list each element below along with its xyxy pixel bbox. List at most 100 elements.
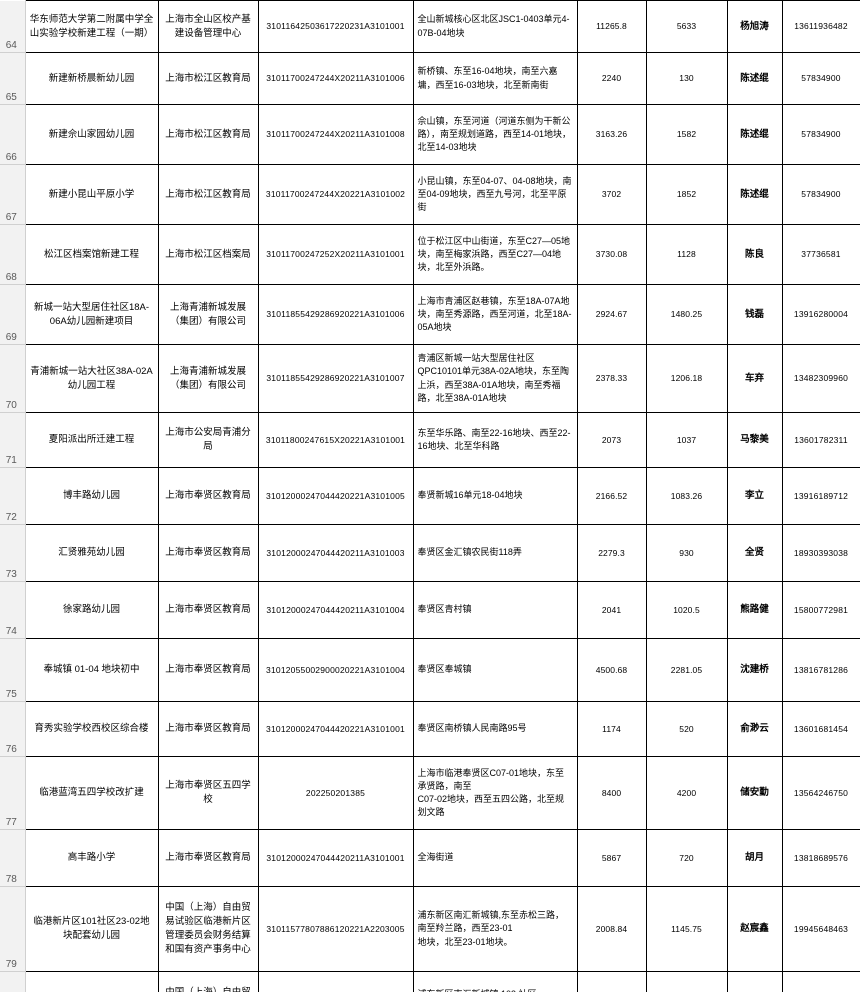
cell-sub-area[interactable]: 2281.05 [645,638,728,702]
cell-contact-name[interactable]: 车弃 [726,344,783,413]
cell-building-unit[interactable]: 上海市公安局青浦分局 [157,412,259,468]
cell-project-code[interactable]: 31012000247044420221A3101005 [257,467,414,525]
cell-contact-phone[interactable]: 13482309960 [781,344,860,413]
cell-total-area[interactable]: 11265.8 [576,0,647,53]
cell-building-unit[interactable]: 上海市全山区校产基建设备管理中心 [157,0,259,53]
cell-building-unit[interactable]: 上海市奉贤区教育局 [157,467,259,525]
cell-location[interactable]: 新桥镇、东至16-04地块，南至六嘉墉，西至16-03地块，北至新南街 [412,52,578,105]
row-number[interactable]: 79 [0,886,26,972]
cell-sub-area[interactable]: 720 [645,829,728,887]
cell-project-name[interactable]: 博丰路幼儿园 [24,467,159,525]
cell-project-code[interactable]: 31012055002900020221A3101004 [257,638,414,702]
cell-project-code[interactable]: 31011855429286920221A3101007 [257,344,414,413]
cell-total-area[interactable]: 2924.67 [576,284,647,345]
row-number[interactable]: 77 [0,756,26,830]
cell-project-code[interactable]: 31011577807886120221A2203002 [257,971,414,992]
cell-project-name[interactable]: 新建新桥晨新幼儿园 [24,52,159,105]
cell-building-unit[interactable]: 上海市松江区教育局 [157,164,259,225]
cell-building-unit[interactable]: 上海市松江区档案局 [157,224,259,285]
row-number[interactable]: 71 [0,412,26,468]
cell-sub-area[interactable]: 520 [645,701,728,757]
cell-sub-area[interactable]: 930 [645,524,728,582]
table-row[interactable]: 71 夏阳派出所迁建工程 上海市公安局青浦分局 31011800247615X2022… [0,412,860,468]
cell-contact-phone[interactable]: 13916189712 [781,467,860,525]
cell-contact-phone[interactable]: 13818689576 [781,829,860,887]
cell-building-unit[interactable]: 上海青浦新城发展（集团）有限公司 [157,284,259,345]
cell-total-area[interactable]: 4500.68 [576,638,647,702]
cell-sub-area[interactable]: 1128 [645,224,728,285]
cell-contact-phone[interactable]: 13601681454 [781,701,860,757]
cell-building-unit[interactable]: 中国（上海）自由贸易试验区临港新片区管理委员会财务结算和国有资产事务中心 [157,971,259,992]
cell-total-area[interactable]: 1174 [576,701,647,757]
cell-contact-phone[interactable]: 57834900 [781,164,860,225]
cell-sub-area[interactable]: 130 [645,52,728,105]
row-number[interactable]: 66 [0,104,26,165]
cell-location[interactable]: 奉贤区青村镇 [412,581,578,639]
table-row[interactable]: 64 华东师范大学第二附属中学全山实验学校新建工程（一期） 上海市全山区校产基建设备… [0,0,860,53]
cell-building-unit[interactable]: 上海青浦新城发展（集团）有限公司 [157,344,259,413]
cell-project-code[interactable]: 31011577807886120221A2203005 [257,886,414,972]
cell-location[interactable]: 浦东新区南汇新城镇 103 社区 J02-03地块，东至海洋二路，南至J02-0… [412,971,578,992]
cell-contact-name[interactable]: 马黎美 [726,412,783,468]
row-number[interactable]: 73 [0,524,26,582]
cell-building-unit[interactable]: 上海市奉贤区教育局 [157,829,259,887]
cell-contact-name[interactable]: 俞渺云 [726,701,783,757]
cell-project-name[interactable]: 高丰路小学 [24,829,159,887]
row-number[interactable]: 80 [0,971,26,992]
cell-project-code[interactable]: 202250201385 [257,756,414,830]
cell-contact-phone[interactable]: 57834900 [781,104,860,165]
cell-project-code[interactable]: 31011855429286920221A3101006 [257,284,414,345]
cell-contact-phone[interactable]: 57834900 [781,52,860,105]
cell-project-code[interactable]: 31012000247044420211A3101003 [257,524,414,582]
cell-building-unit[interactable]: 上海市奉贤区五四学校 [157,756,259,830]
cell-location[interactable]: 上海市临港奉贤区C07-01地块，东至承贤路，南至 C07-02地块，西至五四公… [412,756,578,830]
table-row[interactable]: 67 新建小昆山平原小学 上海市松江区教育局 31011700247244X20221… [0,164,860,225]
cell-sub-area[interactable]: 1037 [645,412,728,468]
cell-contact-name[interactable]: 钱磊 [726,284,783,345]
table-row[interactable]: 72 博丰路幼儿园 上海市奉贤区教育局 31012000247044420221A31… [0,467,860,525]
cell-contact-phone[interactable]: 13601782311 [781,412,860,468]
cell-contact-phone[interactable]: 19945648463 [781,886,860,972]
cell-project-name[interactable]: 奉城镇 01-04 地块初中 [24,638,159,702]
cell-project-name[interactable]: 临港新片区103社区J02-03地块配套幼儿园 [24,971,159,992]
cell-sub-area[interactable]: 1020.5 [645,581,728,639]
cell-project-name[interactable]: 夏阳派出所迁建工程 [24,412,159,468]
row-number[interactable]: 72 [0,467,26,525]
cell-contact-name[interactable]: 杨旭涛 [726,0,783,53]
cell-total-area[interactable]: 3163.26 [576,104,647,165]
cell-contact-name[interactable]: 胡月 [726,829,783,887]
cell-building-unit[interactable]: 中国（上海）自由贸易试验区临港新片区管理委员会财务结算和国有资产事务中心 [157,886,259,972]
cell-project-name[interactable]: 临港蓝湾五四学校改扩建 [24,756,159,830]
cell-sub-area[interactable]: 5633 [645,0,728,53]
cell-contact-name[interactable]: 陈述绲 [726,164,783,225]
table-row[interactable]: 76 育秀实验学校西校区综合楼 上海市奉贤区教育局 31012000247044420… [0,701,860,757]
cell-contact-name[interactable]: 李立 [726,467,783,525]
cell-contact-name[interactable]: 赵宸鑫 [726,971,783,992]
cell-total-area[interactable]: 3702 [576,164,647,225]
cell-total-area[interactable]: 2008.84 [576,886,647,972]
cell-sub-area[interactable]: 1083.26 [645,467,728,525]
cell-sub-area[interactable]: 1480.25 [645,284,728,345]
cell-contact-phone[interactable]: 13916280004 [781,284,860,345]
cell-project-name[interactable]: 华东师范大学第二附属中学全山实验学校新建工程（一期） [24,0,159,53]
cell-sub-area[interactable]: 1582 [645,104,728,165]
table-row[interactable]: 70 青浦新城一站大社区38A-02A幼儿园工程 上海青浦新城发展（集团）有限公司 3… [0,344,860,413]
cell-project-name[interactable]: 松江区档案馆新建工程 [24,224,159,285]
cell-project-name[interactable]: 育秀实验学校西校区综合楼 [24,701,159,757]
cell-contact-phone[interactable]: 13611936482 [781,0,860,53]
row-number[interactable]: 78 [0,829,26,887]
cell-building-unit[interactable]: 上海市奉贤区教育局 [157,701,259,757]
row-number[interactable]: 75 [0,638,26,702]
cell-project-code[interactable]: 31011700247244X20221A3101002 [257,164,414,225]
cell-total-area[interactable]: 3730.08 [576,224,647,285]
cell-total-area[interactable]: 2240 [576,52,647,105]
cell-project-code[interactable]: 31011700247244X20211A3101008 [257,104,414,165]
cell-contact-phone[interactable]: 19945648463 [781,971,860,992]
cell-building-unit[interactable]: 上海市奉贤区教育局 [157,638,259,702]
cell-location[interactable]: 青浦区新城一站大型居住社区QPC10101单元38A-02A地块，东至陶上浜，西… [412,344,578,413]
cell-contact-phone[interactable]: 18930393038 [781,524,860,582]
cell-contact-phone[interactable]: 13564246750 [781,756,860,830]
cell-contact-phone[interactable]: 15800772981 [781,581,860,639]
cell-project-code[interactable]: 31011800247615X20221A3101001 [257,412,414,468]
cell-location[interactable]: 全山新城核心区北区JSC1-0403单元4-07B-04地块 [412,0,578,53]
